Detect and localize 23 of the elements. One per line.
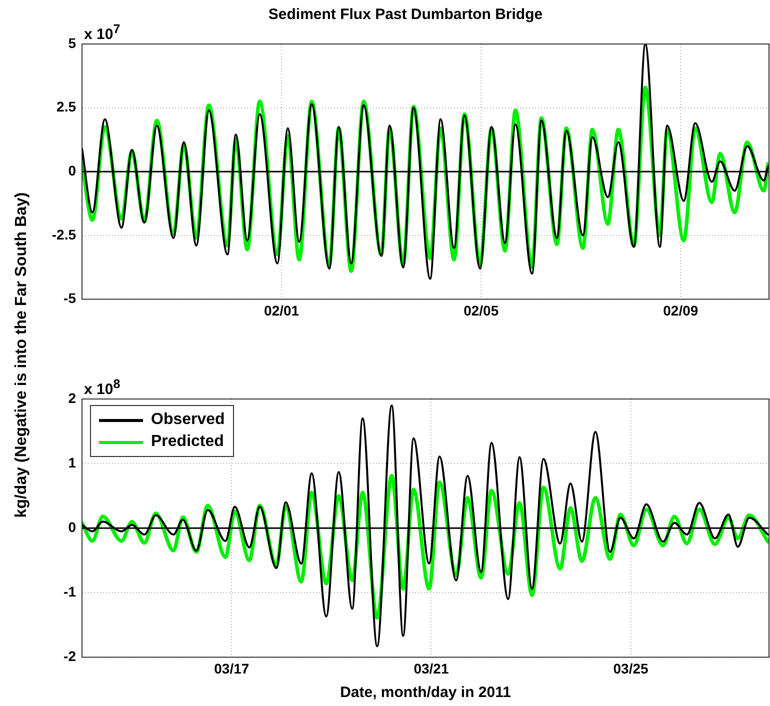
legend-label: Observed <box>151 411 225 429</box>
y-tick-label: 5 <box>68 34 76 51</box>
y-tick-label: -1 <box>64 584 76 600</box>
legend-label: Predicted <box>151 433 224 451</box>
x-tick-label: 03/25 <box>613 660 648 676</box>
y-tick-label: 2 <box>68 390 76 406</box>
y-axis-title: kg/day (Negative is into the Far South Bay) <box>13 192 31 518</box>
y-tick-label: -2 <box>64 648 76 664</box>
x-tick-label: 02/01 <box>264 302 300 318</box>
x-tick-label: 03/21 <box>414 660 449 676</box>
x-tick-label: 02/05 <box>464 302 499 318</box>
text: x 10$^{8}$ <box>84 376 120 399</box>
chart-title: Sediment Flux Past Dumbarton Bridge <box>268 6 543 24</box>
y-tick-label: 2.5 <box>56 98 76 115</box>
text: x 10$^{7}$ <box>84 21 120 44</box>
y-tick-label: 1 <box>68 454 76 470</box>
y-tick-label: 0 <box>68 518 76 535</box>
y-tick-label: -5 <box>64 290 76 306</box>
y-tick-label: -2.5 <box>52 226 76 242</box>
x-tick-label: 02/09 <box>663 302 698 318</box>
y-tick-label: 0 <box>68 162 76 178</box>
x-axis-title: Date, month/day in 2011 <box>340 684 511 702</box>
x-tick-label: 03/17 <box>214 660 250 676</box>
